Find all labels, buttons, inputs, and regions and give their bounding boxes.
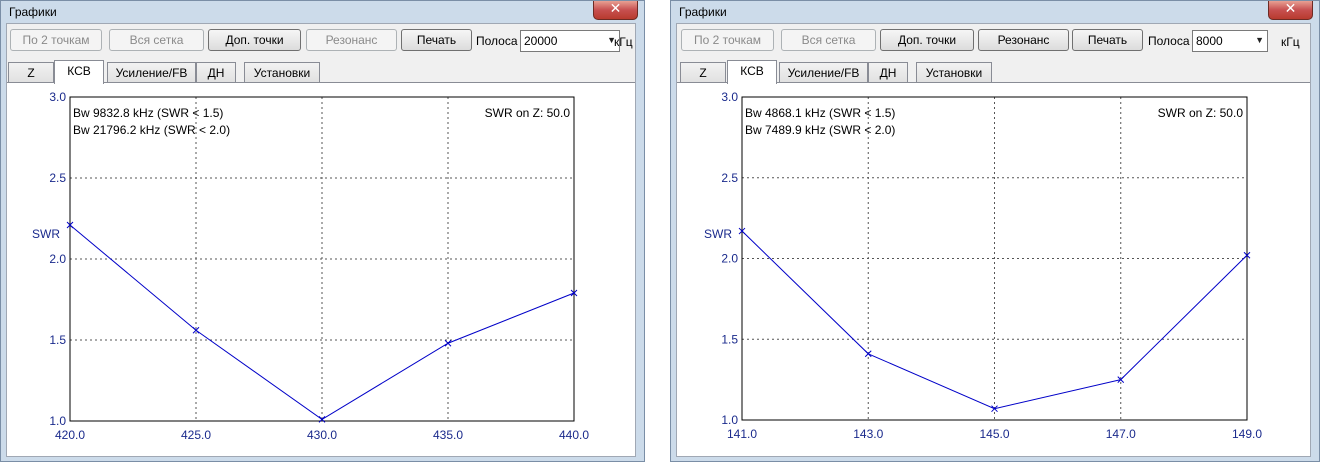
tab-z[interactable]: Z — [680, 62, 726, 83]
band-unit: кГц — [614, 35, 633, 49]
toolbar: По 2 точкам Вся сетка Доп. точки Резонан… — [7, 24, 635, 58]
swr-data-point — [444, 339, 452, 347]
swr-data-point — [66, 221, 74, 229]
swr-data-point — [192, 326, 200, 334]
close-button[interactable]: ✕ — [1268, 1, 1313, 20]
tab-z[interactable]: Z — [8, 62, 54, 83]
bandwidth-annotation: Bw 7489.9 kHz (SWR < 2.0) — [745, 123, 895, 137]
plot-frame — [741, 96, 1248, 421]
bandwidth-annotation: Bw 21796.2 kHz (SWR < 2.0) — [73, 123, 230, 137]
bandwidth-annotation: Bw 4868.1 kHz (SWR < 1.5) — [745, 106, 895, 120]
x-tick-label: 147.0 — [1106, 427, 1136, 441]
y-tick-label: 2.5 — [721, 171, 738, 185]
graphs-window-left: Графики ✕ По 2 точкам Вся сетка Доп. точ… — [0, 0, 645, 462]
swr-data-point — [864, 350, 872, 358]
plot-frame — [69, 96, 575, 422]
y-tick-label: 3.0 — [721, 90, 738, 104]
band-unit: кГц — [1281, 35, 1300, 49]
y-axis-label: SWR — [32, 227, 60, 241]
tab-swr[interactable]: КСВ — [54, 60, 104, 84]
full-grid-button[interactable]: Вся сетка — [781, 29, 876, 51]
tab-settings[interactable]: Установки — [916, 62, 992, 83]
by-2-points-button[interactable]: По 2 точкам — [681, 29, 774, 51]
title-bar[interactable]: Графики ✕ — [1, 1, 644, 23]
swr-data-point — [991, 405, 998, 413]
tab-pattern[interactable]: ДН — [868, 62, 908, 83]
swr-on-z-label: SWR on Z: 50.0 — [1158, 106, 1244, 120]
full-grid-button[interactable]: Вся сетка — [109, 29, 204, 51]
tab-bar: Z КСВ Усиление/FB ДН Установки — [7, 60, 635, 84]
window-title: Графики — [9, 5, 57, 19]
print-button[interactable]: Печать — [1072, 29, 1143, 51]
extra-points-button[interactable]: Доп. точки — [880, 29, 974, 51]
client-area: По 2 точкам Вся сетка Доп. точки Резонан… — [6, 23, 636, 457]
tab-swr[interactable]: КСВ — [727, 60, 777, 84]
x-tick-label: 149.0 — [1232, 427, 1262, 441]
swr-chart-panel: 1.0 1.5 2.0 2.5 3.0 420.0 425.0 430.0 435.0 440.0… — [7, 82, 635, 456]
y-tick-label: 1.5 — [49, 333, 66, 347]
resonance-button[interactable]: Резонанс — [306, 29, 397, 51]
swr-data-point — [738, 227, 746, 235]
band-label: Полоса — [1148, 34, 1190, 48]
x-tick-label: 420.0 — [55, 428, 85, 442]
tab-gain-fb[interactable]: Усиление/FB — [779, 62, 868, 83]
tab-gain-fb[interactable]: Усиление/FB — [107, 62, 196, 83]
chevron-down-icon[interactable]: ▼ — [607, 35, 616, 45]
x-tick-label: 145.0 — [979, 427, 1009, 441]
swr-chart: 1.0 1.5 2.0 2.5 3.0 141.0 143.0 145.0 147.0 149.0… — [704, 90, 1262, 441]
swr-data-point — [318, 416, 326, 423]
x-tick-label: 430.0 — [307, 428, 337, 442]
tab-pattern[interactable]: ДН — [196, 62, 236, 83]
graphs-window-right: Графики ✕ По 2 точкам Вся сетка Доп. точ… — [670, 0, 1320, 462]
bandwidth-annotation: Bw 9832.8 kHz (SWR < 1.5) — [73, 106, 223, 120]
swr-on-z-label: SWR on Z: 50.0 — [485, 106, 571, 120]
chevron-down-icon[interactable]: ▼ — [1255, 35, 1264, 45]
band-value: 20000 — [524, 34, 558, 48]
window-title: Графики — [679, 5, 727, 19]
resonance-button[interactable]: Резонанс — [978, 29, 1069, 51]
y-tick-label: 2.0 — [721, 252, 738, 266]
x-tick-label: 425.0 — [181, 428, 211, 442]
y-tick-label: 1.5 — [721, 332, 738, 346]
band-select[interactable]: 8000 ▼ — [1192, 30, 1268, 52]
y-tick-label: 3.0 — [49, 90, 66, 104]
swr-chart-panel: 1.0 1.5 2.0 2.5 3.0 141.0 143.0 145.0 147.0 149.0… — [677, 82, 1310, 456]
band-value: 8000 — [1196, 34, 1223, 48]
tab-settings[interactable]: Установки — [244, 62, 320, 83]
x-tick-label: 435.0 — [433, 428, 463, 442]
band-label: Полоса — [476, 34, 518, 48]
y-axis-label: SWR — [704, 227, 732, 241]
title-bar[interactable]: Графики ✕ — [671, 1, 1319, 23]
x-tick-label: 141.0 — [727, 427, 757, 441]
close-button[interactable]: ✕ — [593, 1, 638, 20]
x-tick-label: 440.0 — [559, 428, 589, 442]
tab-bar: Z КСВ Усиление/FB ДН Установки — [677, 60, 1310, 84]
window-gap — [645, 0, 670, 462]
client-area: По 2 точкам Вся сетка Доп. точки Резонан… — [676, 23, 1311, 457]
y-tick-label: 1.0 — [49, 414, 66, 428]
print-button[interactable]: Печать — [401, 29, 472, 51]
band-select[interactable]: 20000 ▼ — [520, 30, 620, 52]
swr-data-point — [570, 289, 578, 297]
swr-data-point — [1117, 376, 1125, 383]
by-2-points-button[interactable]: По 2 точкам — [10, 29, 102, 51]
toolbar: По 2 точкам Вся сетка Доп. точки Резонан… — [677, 24, 1310, 58]
y-tick-label: 2.5 — [49, 171, 66, 185]
extra-points-button[interactable]: Доп. точки — [208, 29, 301, 51]
x-tick-label: 143.0 — [853, 427, 883, 441]
swr-chart: 1.0 1.5 2.0 2.5 3.0 420.0 425.0 430.0 435.0 440.0… — [32, 90, 589, 442]
y-tick-label: 1.0 — [721, 413, 738, 427]
swr-data-point — [1243, 251, 1251, 259]
y-tick-label: 2.0 — [49, 252, 66, 266]
